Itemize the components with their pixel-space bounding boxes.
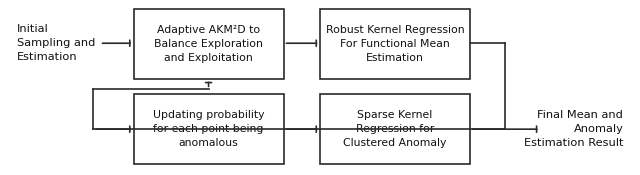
FancyBboxPatch shape	[134, 9, 284, 79]
Text: Initial
Sampling and
Estimation: Initial Sampling and Estimation	[17, 24, 95, 62]
FancyBboxPatch shape	[134, 94, 284, 164]
Text: Robust Kernel Regression
For Functional Mean
Estimation: Robust Kernel Regression For Functional …	[326, 25, 465, 63]
Text: Updating probability
for each point being
anomalous: Updating probability for each point bein…	[153, 110, 264, 148]
Text: Sparse Kernel
Regression for
Clustered Anomaly: Sparse Kernel Regression for Clustered A…	[343, 110, 447, 148]
Text: Final Mean and
Anomaly
Estimation Result: Final Mean and Anomaly Estimation Result	[524, 110, 623, 148]
FancyBboxPatch shape	[320, 9, 470, 79]
FancyBboxPatch shape	[320, 94, 470, 164]
Text: Adaptive AKM²D to
Balance Exploration
and Exploitation: Adaptive AKM²D to Balance Exploration an…	[154, 25, 263, 63]
